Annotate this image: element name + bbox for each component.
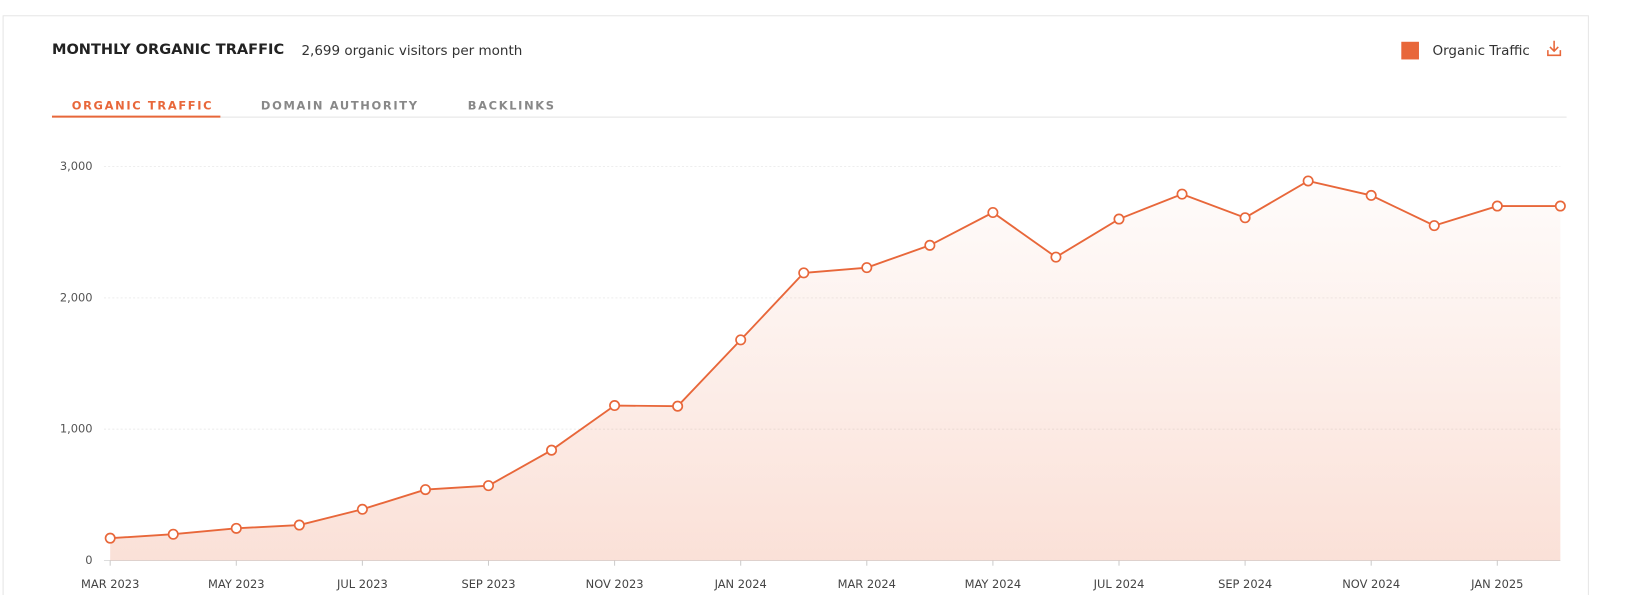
chart-title: MONTHLY ORGANIC TRAFFIC xyxy=(52,41,284,58)
x-tick-label: MAR 2023 xyxy=(81,577,139,591)
point[interactable] xyxy=(672,400,684,412)
y-tick-label: 3,000 xyxy=(60,159,93,173)
x-tick-label: JUL 2024 xyxy=(1093,577,1145,591)
x-tick-label: NOV 2024 xyxy=(1342,577,1400,591)
point[interactable] xyxy=(1050,251,1062,263)
point[interactable] xyxy=(609,400,621,412)
y-tick-label: 2,000 xyxy=(60,290,93,304)
line xyxy=(110,179,1561,540)
legend-label: Organic Traffic xyxy=(1432,43,1529,59)
point[interactable] xyxy=(230,522,242,534)
point[interactable] xyxy=(482,480,495,492)
point[interactable] xyxy=(104,532,116,544)
point[interactable] xyxy=(987,206,999,218)
x-tick-label: SEP 2024 xyxy=(1218,577,1272,591)
point[interactable] xyxy=(1365,189,1377,201)
point[interactable] xyxy=(356,503,368,515)
point[interactable] xyxy=(1554,200,1566,212)
area xyxy=(110,180,1561,561)
point[interactable] xyxy=(419,484,431,496)
x-tick-label: NOV 2023 xyxy=(586,577,644,591)
chart-subtitle: 2,699 organic visitors per month xyxy=(301,43,522,59)
x-tick-label: MAY 2023 xyxy=(208,577,264,591)
point[interactable] xyxy=(1428,220,1440,232)
x-tick-label: SEP 2023 xyxy=(461,577,515,591)
x-tick-label: JUL 2023 xyxy=(336,577,388,591)
point[interactable] xyxy=(798,267,810,279)
download-icon xyxy=(1547,40,1562,57)
point[interactable] xyxy=(924,239,936,251)
x-tick-label: MAR 2024 xyxy=(838,577,896,591)
point[interactable] xyxy=(1491,200,1503,212)
tabs: ORGANIC TRAFFIC DOMAIN AUTHORITY BACKLINKS xyxy=(51,99,556,118)
point[interactable] xyxy=(1239,212,1251,224)
tab[interactable]: BACKLINKS xyxy=(468,99,556,113)
tab[interactable]: ORGANIC TRAFFIC xyxy=(72,99,214,113)
legend-swatch xyxy=(1401,41,1419,60)
x-tick-label: JAN 2025 xyxy=(1470,577,1523,591)
point[interactable] xyxy=(293,519,305,531)
tab[interactable]: DOMAIN AUTHORITY xyxy=(261,99,419,113)
legend: Organic Traffic xyxy=(1401,41,1530,60)
y-tick-label: 1,000 xyxy=(60,422,93,436)
point[interactable] xyxy=(1302,175,1314,187)
point[interactable] xyxy=(1113,213,1125,225)
point[interactable] xyxy=(167,528,179,540)
download-button[interactable] xyxy=(1547,40,1562,57)
point[interactable] xyxy=(1176,188,1188,200)
x-tick-label: JAN 2024 xyxy=(714,577,767,591)
x-tick-label: MAY 2024 xyxy=(965,577,1021,591)
point[interactable] xyxy=(735,334,747,346)
point[interactable] xyxy=(546,444,558,456)
point[interactable] xyxy=(861,262,873,274)
y-tick-label: 0 xyxy=(85,553,92,567)
